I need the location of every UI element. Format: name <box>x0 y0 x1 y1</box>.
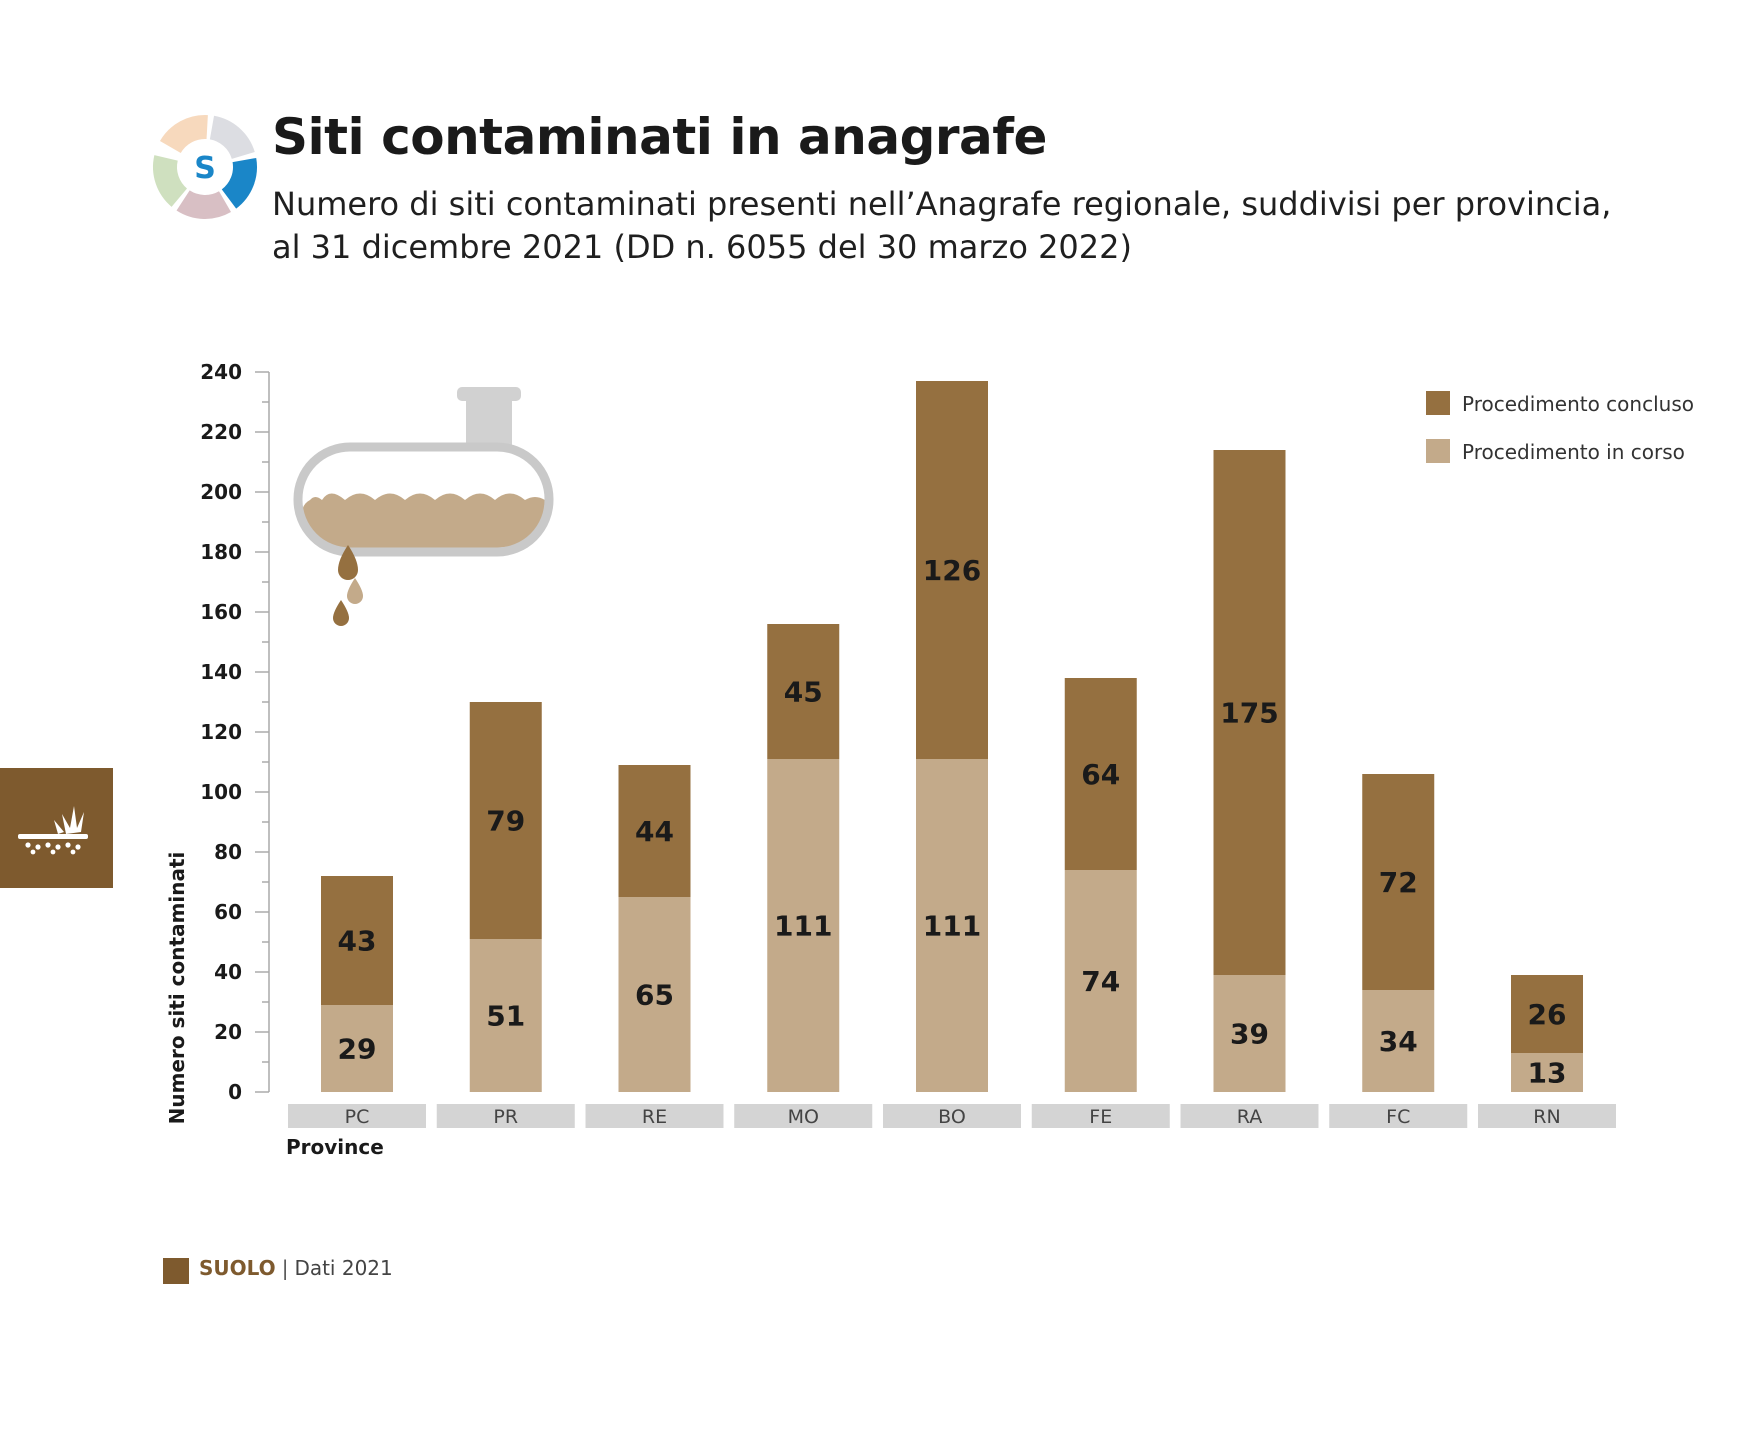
logo-letter: S <box>194 151 216 186</box>
bar-concluso <box>916 381 988 759</box>
y-tick-label: 180 <box>200 540 242 564</box>
data-label-in-corso: 13 <box>1528 1057 1567 1090</box>
data-label-in-corso: 29 <box>338 1033 377 1066</box>
x-tick-label: RN <box>1533 1106 1560 1128</box>
x-tick-label: FC <box>1386 1106 1410 1128</box>
bar-concluso <box>618 765 691 897</box>
footer-note: Dati 2021 <box>294 1256 393 1280</box>
y-tick-label: 200 <box>200 480 242 504</box>
y-tick-label: 220 <box>200 420 242 444</box>
footer-separator: | <box>281 1256 289 1280</box>
legend-swatch-in-corso <box>1426 439 1450 463</box>
y-tick-label: 160 <box>200 600 242 624</box>
y-tick-label: 100 <box>200 780 242 804</box>
bar-concluso <box>1213 450 1286 975</box>
data-label-concluso: 126 <box>923 554 981 587</box>
x-category-band <box>436 1104 575 1128</box>
x-category-band <box>1031 1104 1170 1128</box>
data-label-concluso: 45 <box>784 676 823 709</box>
y-tick-label: 240 <box>200 360 242 384</box>
x-category-band <box>1329 1104 1468 1128</box>
y-tick-label: 0 <box>228 1080 242 1104</box>
bar-in-corso <box>1362 990 1435 1092</box>
y-tick-label: 20 <box>214 1020 242 1044</box>
bar-in-corso <box>916 759 988 1092</box>
bar-concluso <box>469 702 542 939</box>
x-category-band <box>883 1104 1021 1128</box>
bar-concluso <box>1511 975 1583 1053</box>
data-label-in-corso: 111 <box>774 910 832 943</box>
data-label-in-corso: 111 <box>923 910 981 943</box>
data-label-concluso: 26 <box>1528 998 1567 1031</box>
bar-in-corso <box>1064 870 1137 1092</box>
data-label-concluso: 64 <box>1081 758 1120 791</box>
subtitle-line-1: Numero di siti contaminati presenti nell… <box>272 185 1612 223</box>
section-tab <box>0 768 113 888</box>
subtitle-line-2: al 31 dicembre 2021 (DD n. 6055 del 30 m… <box>272 228 1132 266</box>
x-tick-label: PC <box>345 1106 370 1128</box>
x-axis-label: Province <box>286 1135 384 1159</box>
bar-concluso <box>1064 678 1137 870</box>
bar-in-corso <box>321 1005 393 1092</box>
bar-in-corso <box>767 759 840 1092</box>
x-category-band <box>734 1104 873 1128</box>
data-label-in-corso: 74 <box>1081 965 1120 998</box>
x-tick-label: BO <box>938 1106 966 1128</box>
footer-square <box>163 1258 189 1284</box>
y-tick-label: 80 <box>214 840 242 864</box>
bar-concluso <box>1362 774 1435 990</box>
bar-in-corso <box>469 939 542 1092</box>
legend-label-in-corso: Procedimento in corso <box>1462 440 1685 464</box>
x-category-band <box>288 1104 426 1128</box>
bar-in-corso <box>1213 975 1286 1092</box>
bar-in-corso <box>1511 1053 1583 1092</box>
y-tick-label: 40 <box>214 960 242 984</box>
x-tick-label: MO <box>788 1106 819 1128</box>
x-category-band <box>585 1104 724 1128</box>
y-axis-label: Numero siti contaminati <box>165 852 189 1125</box>
data-label-concluso: 72 <box>1379 866 1418 899</box>
bar-concluso <box>321 876 393 1005</box>
data-label-concluso: 44 <box>635 815 674 848</box>
y-axis: 0 20 40 60 80 100 120 140 160 180 200 220 240 <box>200 360 270 1104</box>
page-title: Siti contaminati in anagrafe <box>272 108 1047 166</box>
data-label-concluso: 43 <box>338 925 377 958</box>
soil-icon <box>18 806 88 855</box>
footer: SUOLO | Dati 2021 <box>163 1252 393 1284</box>
data-label-concluso: 175 <box>1220 697 1278 730</box>
suolo-logo-icon: S <box>153 115 257 219</box>
data-label-in-corso: 34 <box>1379 1025 1418 1058</box>
data-label-in-corso: 51 <box>486 1000 525 1033</box>
legend-swatch-concluso <box>1426 391 1450 415</box>
y-tick-label: 140 <box>200 660 242 684</box>
x-tick-label: PR <box>493 1106 518 1128</box>
x-tick-label: RE <box>642 1106 667 1128</box>
bars-group: 29 43 51 79 65 44 111 45 111 126 74 64 39 175 34 72 13 26 <box>321 381 1583 1092</box>
x-axis-categories: PC PR RE MO BO FE RA FC RN <box>288 1104 1616 1128</box>
data-label-concluso: 79 <box>486 805 525 838</box>
bar-in-corso <box>618 897 691 1092</box>
x-tick-label: FE <box>1089 1106 1112 1128</box>
data-label-in-corso: 65 <box>635 979 674 1012</box>
data-label-in-corso: 39 <box>1230 1018 1269 1051</box>
legend: Procedimento concluso Procedimento in co… <box>1426 391 1694 464</box>
x-category-band <box>1180 1104 1319 1128</box>
y-tick-label: 60 <box>214 900 242 924</box>
x-category-band <box>1478 1104 1616 1128</box>
y-tick-label: 120 <box>200 720 242 744</box>
footer-section: SUOLO <box>199 1256 276 1280</box>
x-tick-label: RA <box>1237 1106 1262 1128</box>
legend-label-concluso: Procedimento concluso <box>1462 392 1694 416</box>
leaking-tank-icon <box>293 387 554 626</box>
bar-concluso <box>767 624 840 759</box>
